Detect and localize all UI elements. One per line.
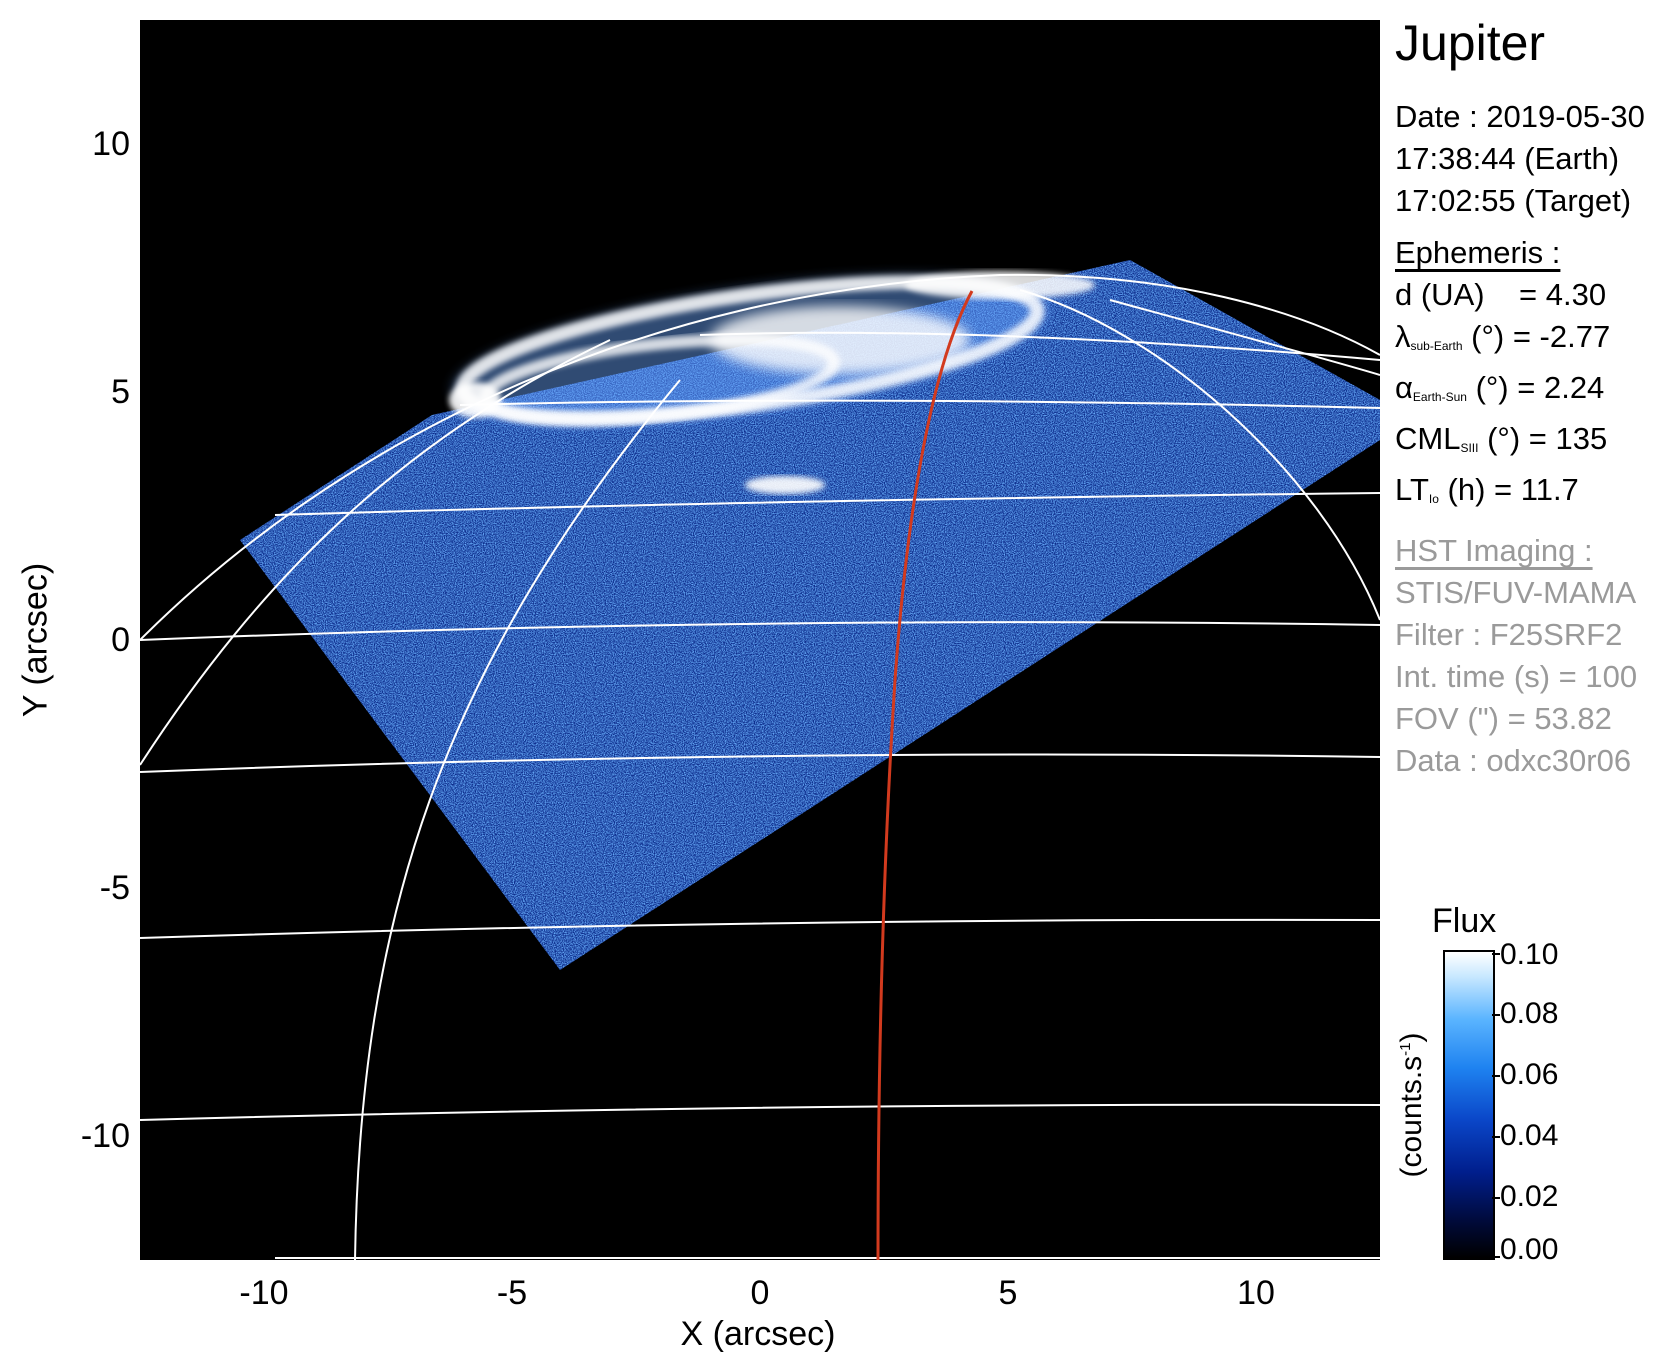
earth-sun-subscript: Earth-Sun [1412, 390, 1467, 404]
sub-earth-subscript: sub-Earth [1410, 339, 1463, 353]
aurora-image-svg [140, 260, 1380, 1260]
x-tick-label: 5 [998, 1274, 1018, 1312]
distance-row: d (UA) = 4.30 [1395, 274, 1670, 316]
earth-sun-row: αEarth-Sun (°) = 2.24 [1395, 367, 1670, 418]
colorbar-tick [1492, 953, 1500, 955]
field-of-view: FOV (") = 53.82 [1395, 701, 1612, 736]
lt-symbol: LT [1395, 472, 1429, 507]
earth-sun-value: = 2.24 [1517, 370, 1605, 405]
cml-symbol: CML [1395, 421, 1461, 456]
integration-time: Int. time (s) = 100 [1395, 659, 1638, 694]
y-tick-label: 0 [111, 621, 130, 659]
alpha-symbol: α [1395, 370, 1413, 405]
x-tick-label: -10 [239, 1274, 289, 1312]
x-tick-label: 0 [750, 1274, 770, 1312]
colorbar-tick [1492, 1197, 1500, 1199]
lt-unit: (h) [1447, 472, 1486, 507]
distance-value: = 4.30 [1519, 277, 1607, 312]
colorbar-label: 0.08 [1500, 997, 1559, 1030]
y-axis-label: Y (arcsec) [16, 562, 55, 718]
colorbar-tick [1492, 1014, 1500, 1016]
data-id: Data : odxc30r06 [1395, 743, 1632, 778]
date-line: Date : 2019-05-30 [1395, 99, 1645, 134]
earth-sun-unit: (°) [1475, 370, 1509, 405]
fov-noise [240, 260, 1380, 970]
cml-unit: (°) [1487, 421, 1521, 456]
io-footprint-line [876, 290, 974, 1260]
sub-earth-unit: (°) [1471, 319, 1505, 354]
colorbar-label: 0.00 [1500, 1233, 1559, 1266]
instrument: STIS/FUV-MAMA [1395, 575, 1637, 610]
colorbar-tick [1492, 1075, 1500, 1077]
cml-value: = 135 [1528, 421, 1608, 456]
colorbar-label: 0.10 [1500, 938, 1559, 971]
colorbar-label: 0.02 [1500, 1180, 1559, 1213]
cml-row: CMLSIII (°) = 135 [1395, 418, 1670, 469]
lt-io-row: LTIo (h) = 11.7 [1395, 469, 1670, 520]
target-time: 17:02:55 (Target) [1395, 183, 1632, 218]
colorbar-label: 0.06 [1500, 1058, 1559, 1091]
y-tick-label: -5 [99, 869, 130, 907]
colorbar-unit: (counts.s-1) [1395, 1032, 1429, 1177]
earth-time: 17:38:44 (Earth) [1395, 141, 1620, 176]
target-title: Jupiter [1395, 15, 1546, 71]
aurora-image [140, 20, 1380, 1260]
colorbar-unit-exponent: -1 [1397, 1042, 1414, 1056]
colorbar-tick [1492, 1256, 1500, 1258]
y-tick-label: 5 [111, 373, 130, 411]
lambda-symbol: λ [1395, 319, 1411, 354]
filter: Filter : F25SRF2 [1395, 617, 1623, 652]
lt-subscript: Io [1428, 492, 1439, 506]
distance-label: d (UA) [1395, 277, 1485, 312]
sub-earth-value: = -2.77 [1512, 319, 1611, 354]
x-tick-label: 10 [1237, 1274, 1275, 1312]
lt-value: = 11.7 [1494, 472, 1579, 507]
colorbar-label: 0.04 [1500, 1119, 1559, 1152]
colorbar-title: Flux [1432, 902, 1497, 940]
sub-earth-row: λsub-Earth (°) = -2.77 [1395, 316, 1670, 367]
colorbar [1443, 950, 1495, 1260]
x-axis-label: X (arcsec) [680, 1315, 836, 1353]
x-tick-label: -5 [496, 1274, 528, 1312]
colorbar-unit-text: (counts.s [1395, 1055, 1428, 1178]
y-tick-label: 10 [92, 125, 130, 163]
colorbar-unit-close: ) [1395, 1032, 1428, 1043]
ephemeris-header: Ephemeris : [1395, 235, 1561, 270]
y-tick-label: -10 [80, 1117, 130, 1155]
hst-header: HST Imaging : [1395, 533, 1593, 568]
colorbar-tick [1492, 1136, 1500, 1138]
cml-subscript: SIII [1460, 441, 1479, 455]
lat-lon-grid [140, 273, 1380, 1260]
info-panel: Jupiter Date : 2019-05-30 17:38:44 (Eart… [1395, 18, 1670, 782]
